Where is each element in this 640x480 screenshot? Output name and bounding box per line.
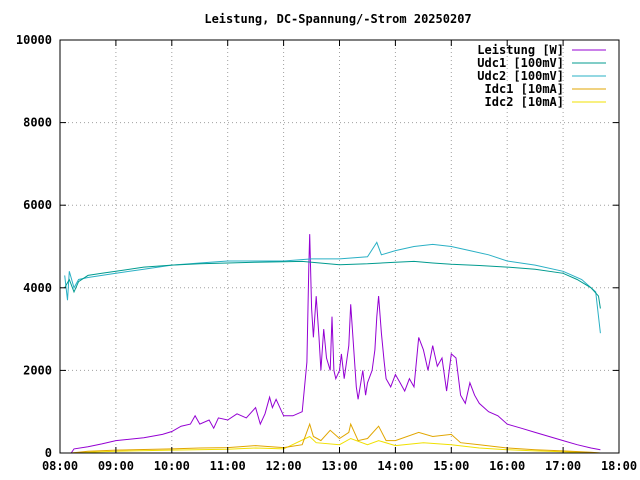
legend: Leistung [W]Udc1 [100mV]Udc2 [100mV]Idc1… [477, 43, 606, 109]
x-tick-label: 12:00 [266, 459, 302, 473]
y-tick-label: 0 [45, 446, 52, 460]
x-tick-label: 18:00 [601, 459, 637, 473]
x-tick-label: 13:00 [321, 459, 357, 473]
x-tick-label: 11:00 [210, 459, 246, 473]
y-tick-label: 8000 [23, 116, 52, 130]
y-tick-label: 4000 [23, 281, 52, 295]
x-tick-label: 08:00 [42, 459, 78, 473]
series-line-udc2-100mv [64, 241, 601, 334]
x-tick-label: 15:00 [433, 459, 469, 473]
y-tick-label: 10000 [16, 33, 52, 47]
legend-label-leistung-w: Leistung [W] [477, 43, 564, 57]
y-tick-label: 2000 [23, 363, 52, 377]
chart-title: Leistung, DC-Spannung/-Strom 20250207 [204, 12, 471, 26]
x-tick-label: 16:00 [489, 459, 525, 473]
x-tick-label: 10:00 [154, 459, 190, 473]
series-line-udc1-100mv [64, 260, 601, 309]
legend-label-idc1-10ma: Idc1 [10mA] [485, 82, 564, 96]
series-line-leistung-w [70, 234, 601, 454]
x-tick-label: 14:00 [377, 459, 413, 473]
axes: 0 2000 4000 6000 8000 10000 08:00 09:00 10:00 11:… [16, 33, 637, 473]
grid [60, 40, 619, 453]
x-tick-label: 17:00 [545, 459, 581, 473]
series-line-idc2-10ma [71, 435, 601, 454]
legend-label-idc2-10ma: Idc2 [10mA] [485, 95, 564, 109]
legend-label-udc2-100mv: Udc2 [100mV] [477, 69, 564, 83]
y-tick-label: 6000 [23, 198, 52, 212]
x-tick-label: 09:00 [98, 459, 134, 473]
series-layer [64, 234, 601, 454]
legend-label-udc1-100mv: Udc1 [100mV] [477, 56, 564, 70]
